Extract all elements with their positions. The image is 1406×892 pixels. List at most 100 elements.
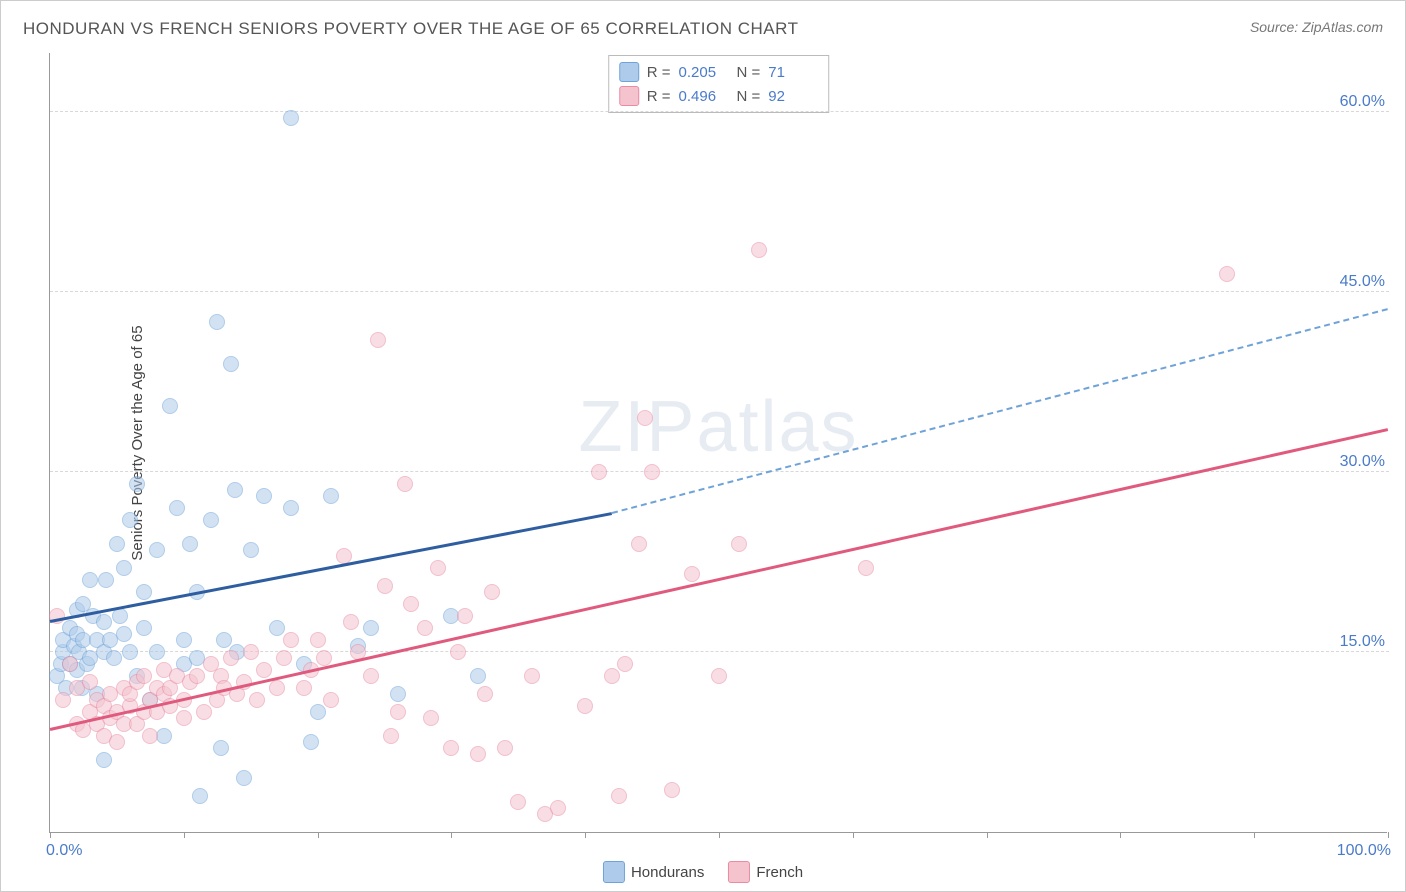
data-point: [276, 650, 292, 666]
data-point: [343, 614, 359, 630]
data-point: [684, 566, 700, 582]
legend-swatch: [619, 62, 639, 82]
data-point: [243, 542, 259, 558]
x-tick: [719, 832, 720, 838]
data-point: [484, 584, 500, 600]
data-point: [430, 560, 446, 576]
data-point: [323, 692, 339, 708]
data-point: [591, 464, 607, 480]
data-point: [142, 728, 158, 744]
data-point: [243, 644, 259, 660]
r-value: 0.496: [679, 88, 729, 105]
data-point: [223, 650, 239, 666]
stats-box: R =0.205N =71R =0.496N =92: [608, 55, 830, 113]
data-point: [116, 626, 132, 642]
data-point: [129, 476, 145, 492]
x-tick: [585, 832, 586, 838]
r-value: 0.205: [679, 64, 729, 81]
data-point: [550, 800, 566, 816]
data-point: [637, 410, 653, 426]
watermark-bold: ZIP: [578, 387, 696, 467]
data-point: [470, 668, 486, 684]
legend-label: French: [756, 864, 803, 881]
data-point: [182, 536, 198, 552]
data-point: [216, 632, 232, 648]
n-value: 92: [768, 88, 818, 105]
x-tick: [184, 832, 185, 838]
bottom-legend: Hondurans French: [603, 861, 803, 883]
data-point: [644, 464, 660, 480]
data-point: [209, 314, 225, 330]
stats-row: R =0.205N =71: [619, 60, 819, 84]
n-label: N =: [737, 64, 761, 81]
data-point: [858, 560, 874, 576]
data-point: [731, 536, 747, 552]
data-point: [149, 644, 165, 660]
data-point: [196, 704, 212, 720]
data-point: [383, 728, 399, 744]
data-point: [1219, 266, 1235, 282]
data-point: [136, 620, 152, 636]
legend-label: Hondurans: [631, 864, 704, 881]
data-point: [203, 512, 219, 528]
data-point: [269, 680, 285, 696]
data-point: [96, 614, 112, 630]
data-point: [112, 608, 128, 624]
gridline-h: [50, 291, 1389, 292]
data-point: [96, 752, 112, 768]
data-point: [189, 668, 205, 684]
data-point: [283, 110, 299, 126]
data-point: [604, 668, 620, 684]
data-point: [82, 674, 98, 690]
data-point: [510, 794, 526, 810]
data-point: [176, 632, 192, 648]
x-tick: [50, 832, 51, 838]
source-label: Source: ZipAtlas.com: [1250, 19, 1383, 39]
x-tick: [853, 832, 854, 838]
data-point: [169, 500, 185, 516]
data-point: [303, 734, 319, 750]
data-point: [390, 686, 406, 702]
legend-swatch: [619, 86, 639, 106]
data-point: [62, 656, 78, 672]
data-point: [269, 620, 285, 636]
data-point: [390, 704, 406, 720]
data-point: [136, 584, 152, 600]
plot-area: Seniors Poverty Over the Age of 65 ZIPat…: [49, 53, 1387, 833]
x-tick: [1120, 832, 1121, 838]
data-point: [751, 242, 767, 258]
r-label: R =: [647, 88, 671, 105]
data-point: [617, 656, 633, 672]
data-point: [470, 746, 486, 762]
data-point: [363, 668, 379, 684]
data-point: [310, 704, 326, 720]
data-point: [213, 740, 229, 756]
x-tick: [1388, 832, 1389, 838]
chart-title: HONDURAN VS FRENCH SENIORS POVERTY OVER …: [23, 19, 798, 39]
data-point: [631, 536, 647, 552]
trend-line: [612, 308, 1389, 514]
data-point: [136, 668, 152, 684]
data-point: [296, 680, 312, 696]
data-point: [283, 632, 299, 648]
data-point: [236, 770, 252, 786]
x-max-label: 100.0%: [1337, 842, 1391, 860]
data-point: [149, 542, 165, 558]
data-point: [397, 476, 413, 492]
data-point: [223, 356, 239, 372]
n-label: N =: [737, 88, 761, 105]
x-min-label: 0.0%: [46, 842, 82, 860]
data-point: [109, 734, 125, 750]
trend-line: [50, 428, 1389, 730]
header: HONDURAN VS FRENCH SENIORS POVERTY OVER …: [23, 19, 1383, 39]
y-tick-label: 60.0%: [1336, 93, 1389, 111]
data-point: [106, 650, 122, 666]
data-point: [122, 644, 138, 660]
data-point: [316, 650, 332, 666]
watermark: ZIPatlas: [578, 386, 858, 468]
data-point: [417, 620, 433, 636]
data-point: [370, 332, 386, 348]
r-label: R =: [647, 64, 671, 81]
y-tick-label: 15.0%: [1336, 633, 1389, 651]
y-tick-label: 30.0%: [1336, 453, 1389, 471]
